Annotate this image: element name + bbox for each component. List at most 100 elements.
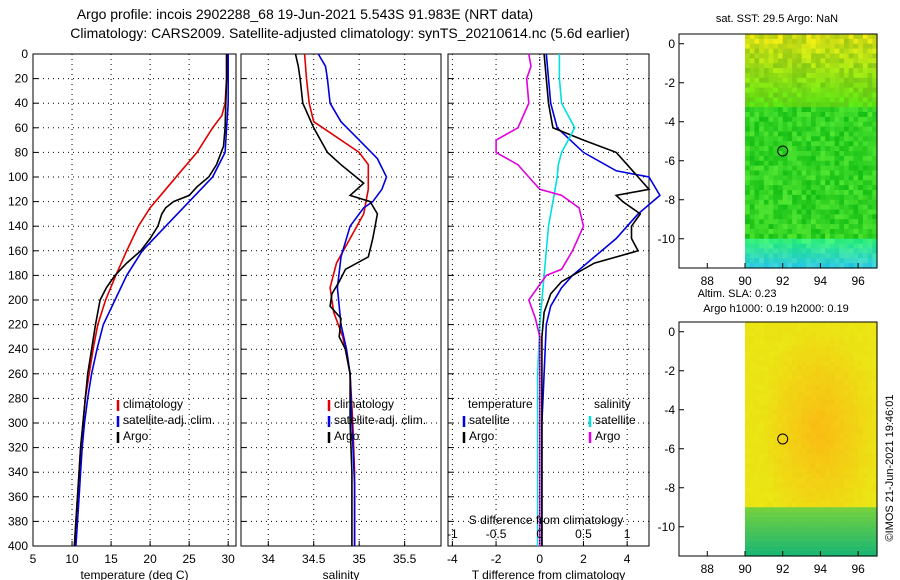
heat-cell xyxy=(745,448,751,455)
heat-cell xyxy=(787,214,793,220)
heat-cell xyxy=(773,180,779,186)
heat-cell xyxy=(745,424,751,430)
heat-cell xyxy=(768,375,774,382)
heat-cell xyxy=(787,322,793,328)
heat-cell xyxy=(778,199,784,206)
heat-cell xyxy=(872,63,878,69)
heat-cell xyxy=(820,351,826,357)
heat-cell xyxy=(806,326,812,333)
heat-cell xyxy=(829,155,836,162)
heat-cell xyxy=(825,395,831,401)
heat-cell xyxy=(787,409,793,416)
heat-cell xyxy=(745,531,751,538)
heat-cell xyxy=(834,482,840,489)
y-tick-label: -10 xyxy=(658,520,676,534)
heat-cell xyxy=(853,356,859,362)
heat-cell xyxy=(745,126,751,133)
heat-cell xyxy=(787,48,793,55)
heat-cell xyxy=(815,546,822,552)
heat-cell xyxy=(839,155,845,162)
heat-cell xyxy=(811,190,817,196)
heat-cell xyxy=(778,336,784,343)
heat-cell xyxy=(754,507,760,513)
heat-cell xyxy=(825,521,831,528)
heat-cell xyxy=(796,546,803,552)
heat-cell xyxy=(858,97,864,103)
heat-cell xyxy=(811,82,817,89)
heat-cell xyxy=(778,443,784,450)
heat-cell xyxy=(811,160,817,167)
heat-cell xyxy=(796,141,803,147)
heat-cell xyxy=(792,385,798,391)
heat-cell xyxy=(862,160,869,167)
heat-cell xyxy=(844,385,850,391)
heat-cell xyxy=(872,331,878,338)
heat-cell xyxy=(820,131,826,137)
heat-cell xyxy=(749,126,756,133)
heat-cell xyxy=(862,439,869,445)
heat-cell xyxy=(787,521,793,528)
heat-cell xyxy=(825,473,831,479)
heat-cell xyxy=(768,507,774,513)
heat-cell xyxy=(792,346,798,352)
heat-cell xyxy=(754,136,760,142)
heat-cell xyxy=(778,97,784,103)
heat-cell xyxy=(801,404,807,411)
heat-cell xyxy=(745,546,751,552)
heat-cell xyxy=(862,146,869,152)
heat-cell xyxy=(862,375,869,382)
heat-cell xyxy=(862,68,869,74)
heat-cell xyxy=(829,243,836,250)
heat-cell xyxy=(834,224,840,230)
heat-cell xyxy=(792,77,798,84)
heat-cell xyxy=(872,409,878,416)
heat-cell xyxy=(806,356,812,362)
heat-cell xyxy=(839,38,845,45)
heat-cell xyxy=(853,243,859,250)
heat-cell xyxy=(839,458,845,464)
heat-cell xyxy=(745,160,751,167)
heat-cell xyxy=(815,404,822,411)
heat-cell xyxy=(796,482,803,489)
heat-cell xyxy=(763,170,770,176)
heat-cell xyxy=(778,497,784,503)
heat-cell xyxy=(858,497,864,503)
heat-cell xyxy=(867,365,873,372)
heat-cell xyxy=(754,146,760,152)
heat-cell xyxy=(834,331,840,338)
heat-cell xyxy=(787,121,793,128)
heat-cell xyxy=(844,116,850,123)
heat-cell xyxy=(745,34,751,40)
heat-cell xyxy=(749,97,756,103)
heat-cell xyxy=(811,370,817,377)
heat-cell xyxy=(792,487,798,494)
heat-cell xyxy=(773,390,779,396)
heat-cell xyxy=(853,541,859,547)
heat-cell xyxy=(811,434,817,440)
heat-cell xyxy=(759,326,765,333)
heat-cell xyxy=(763,248,770,254)
heat-cell xyxy=(844,190,850,196)
heat-cell xyxy=(782,322,789,328)
heat-cell xyxy=(782,126,789,133)
x-tick-label: 96 xyxy=(851,562,865,576)
heat-cell xyxy=(811,253,817,259)
heat-cell xyxy=(806,546,812,552)
heat-cell xyxy=(796,497,803,503)
heat-cell xyxy=(759,546,765,552)
heat-cell xyxy=(820,390,826,396)
heat-cell xyxy=(796,190,803,196)
heat-cell xyxy=(825,180,831,186)
heat-cell xyxy=(801,512,807,518)
heat-cell xyxy=(867,43,873,50)
heat-cell xyxy=(820,439,826,445)
heat-cell xyxy=(745,414,751,421)
heat-cell xyxy=(839,204,845,211)
heat-cell xyxy=(745,87,751,94)
heat-cell xyxy=(763,351,770,357)
heat-cell xyxy=(796,73,803,79)
heat-cell xyxy=(834,68,840,74)
heat-cell xyxy=(853,375,859,382)
heat-cell xyxy=(782,243,789,250)
heat-cell xyxy=(853,482,859,489)
